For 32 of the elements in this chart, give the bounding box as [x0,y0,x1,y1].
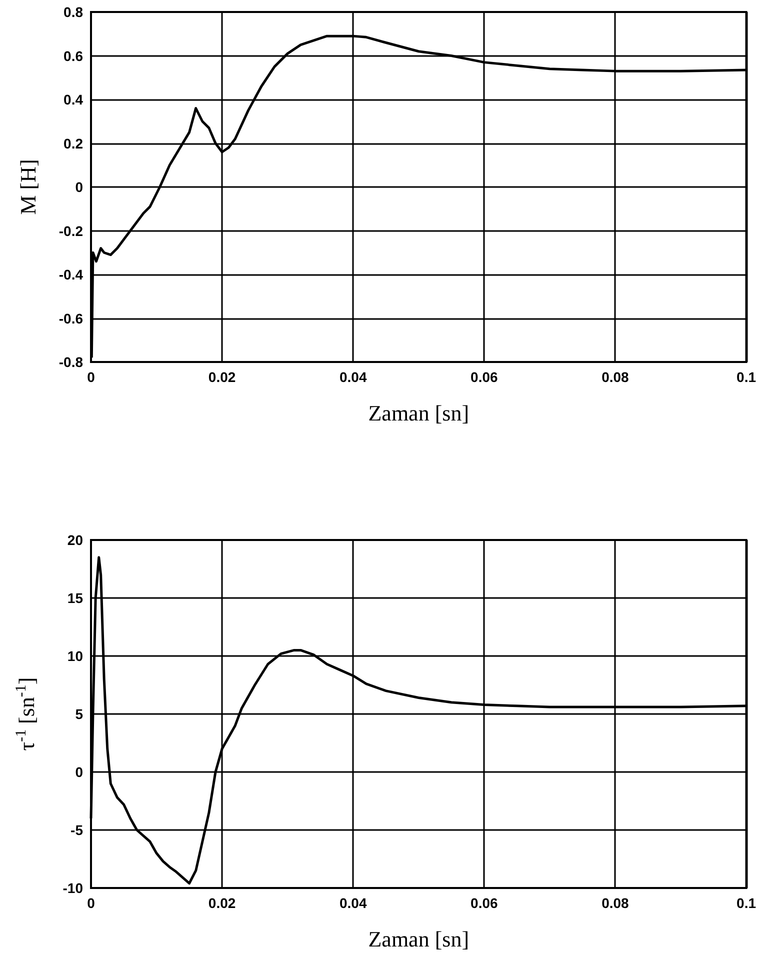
x-tick-label: 0.1 [736,895,756,911]
y-tick-label: 0.6 [64,48,84,64]
x-axis-title: Zaman [sn] [368,926,470,952]
y-tick-label: -0.2 [58,222,84,239]
x-tick-label: 0.06 [470,369,498,385]
x-tick-label: 0.04 [339,895,367,911]
x-tick-label: 0 [87,369,96,385]
y-tick-label: 0 [75,179,84,195]
y-tick-label: 0.4 [64,92,84,108]
x-axis-title: Zaman [sn] [368,400,470,426]
y-tick-label: -0.8 [58,354,84,370]
y-tick-label: 15 [67,590,84,606]
y-tick-label: 20 [67,532,84,548]
y-tick-label: 5 [75,706,84,722]
y-axis-title: τ-1 [sn-1] [14,677,39,751]
x-tick-label: 0.06 [470,895,498,911]
x-tick-label: 0 [87,895,96,911]
x-tick-label: 0.02 [208,369,236,385]
x-tick-label: 0.1 [736,369,756,385]
y-tick-label: -0.6 [58,310,84,326]
y-axis-title: M [H] [16,159,40,215]
x-tick-label: 0.08 [602,895,630,911]
x-tick-label: 0.02 [208,895,236,911]
x-tick-label: 0.04 [339,369,367,385]
y-tick-label: -5 [70,822,84,838]
y-tick-label: 0 [75,764,84,780]
y-tick-label: 0.8 [64,4,84,20]
y-tick-label: 0.2 [64,135,84,152]
y-tick-label: -0.4 [58,266,84,282]
y-tick-label: 10 [67,648,84,664]
x-tick-label: 0.08 [602,369,630,385]
y-tick-label: -10 [62,880,84,896]
